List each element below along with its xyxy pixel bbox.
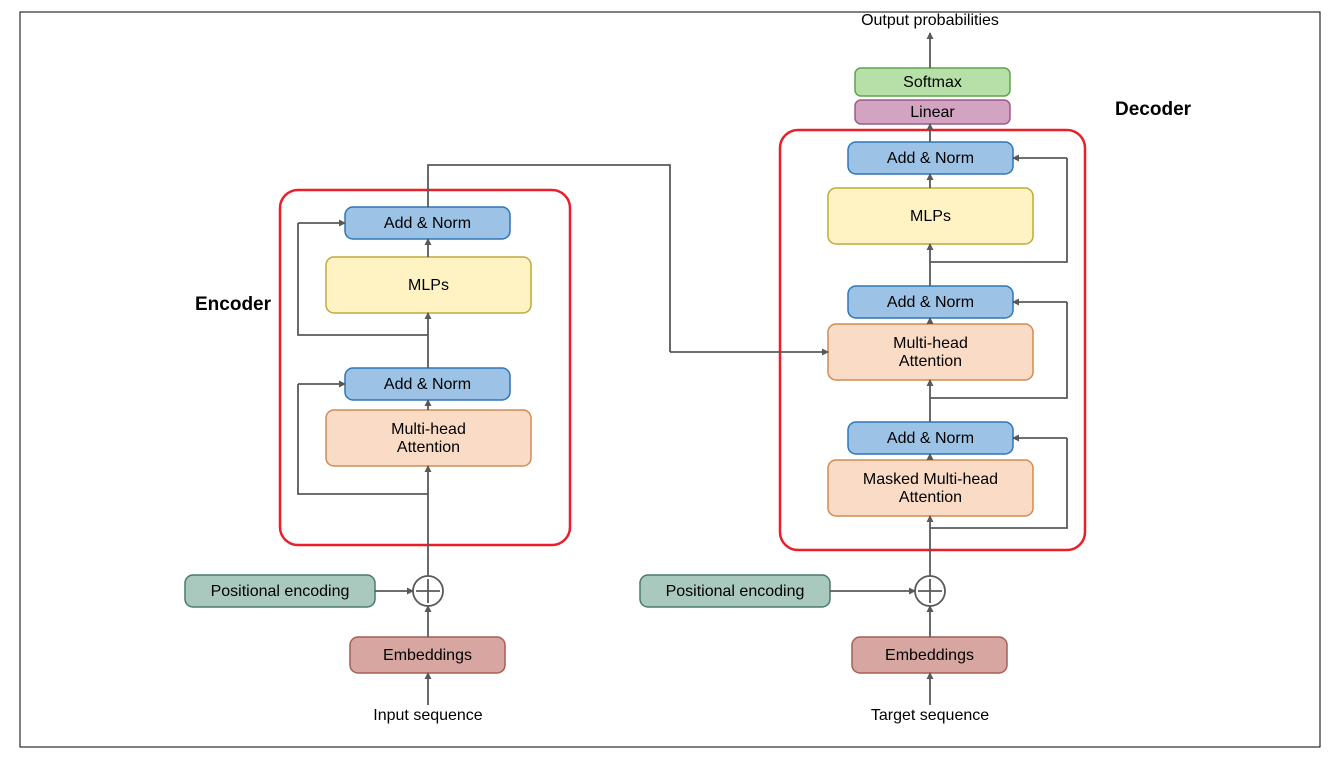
encoder-positional-encoding-label: Positional encoding	[211, 583, 350, 600]
encoder-addnorm-2-label: Add & Norm	[384, 215, 471, 232]
decoder-linear-label: Linear	[910, 104, 955, 121]
encoder-embeddings-label: Embeddings	[383, 647, 472, 664]
encoder-addnorm-1-label: Add & Norm	[384, 376, 471, 393]
encoder-attention-label-1: Attention	[397, 439, 460, 456]
decoder-masked-attention-label-0: Masked Multi-head	[863, 471, 998, 488]
encoder-attention-label-0: Multi-head	[391, 421, 466, 438]
encoder-input-label: Input sequence	[373, 707, 483, 724]
diagram-frame	[20, 12, 1320, 747]
decoder-addnorm-3-label: Add & Norm	[887, 150, 974, 167]
decoder-cross-attention-label-0: Multi-head	[893, 335, 968, 352]
decoder-positional-encoding-label: Positional encoding	[666, 583, 805, 600]
decoder-target-label: Target sequence	[871, 707, 989, 724]
decoder-cross-attention-label-1: Attention	[899, 353, 962, 370]
decoder-addnorm-1-label: Add & Norm	[887, 430, 974, 447]
decoder-embeddings-label: Embeddings	[885, 647, 974, 664]
decoder-mlps-label: MLPs	[910, 208, 951, 225]
encoder-title: Encoder	[195, 294, 272, 315]
decoder-title: Decoder	[1115, 99, 1192, 120]
encoder-mlps-label: MLPs	[408, 277, 449, 294]
decoder-addnorm-2-label: Add & Norm	[887, 294, 974, 311]
decoder-masked-attention-label-1: Attention	[899, 489, 962, 506]
decoder-output-label: Output probabilities	[861, 12, 999, 29]
decoder-softmax-label: Softmax	[903, 74, 962, 91]
